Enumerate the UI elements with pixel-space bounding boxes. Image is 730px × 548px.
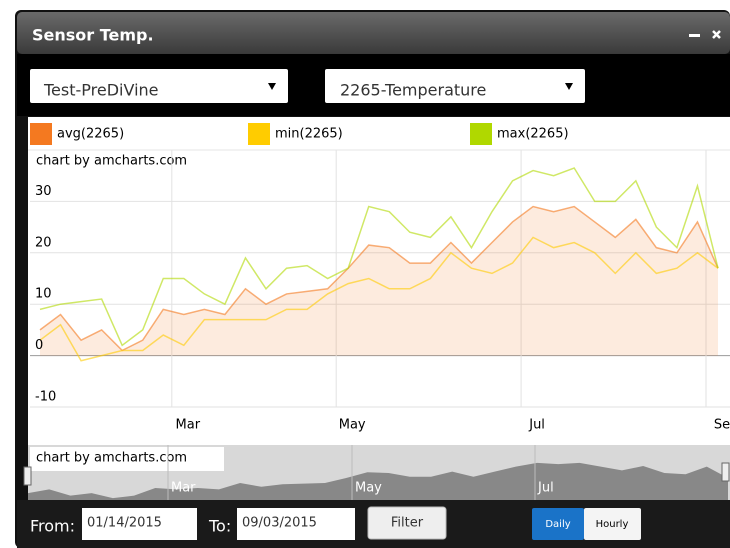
navigator-label: Jul — [537, 481, 554, 496]
navigator-handle[interactable] — [23, 466, 32, 486]
y-tick-label: 20 — [35, 235, 52, 250]
daily-button-text: Daily — [545, 519, 570, 530]
navigator-area — [28, 462, 728, 500]
sensor-select-text: 2265-Temperature — [340, 81, 486, 100]
to-input-text: 09/03/2015 — [242, 516, 317, 531]
title-bar — [17, 12, 730, 54]
credit-box — [30, 150, 220, 174]
hourly-button[interactable] — [584, 508, 641, 540]
to-label: To: — [208, 517, 231, 536]
hourly-button-text: Hourly — [596, 519, 629, 530]
series-line — [39, 236, 719, 362]
dropdown-arrow — [268, 83, 276, 90]
x-tick-label: Se — [714, 418, 730, 433]
y-tick-label: 10 — [35, 287, 52, 302]
to-input[interactable] — [237, 508, 355, 540]
from-label: From: — [30, 517, 75, 536]
x-tick-label: Jul — [528, 418, 545, 433]
navigator-credit: chart by amcharts.com — [36, 451, 187, 466]
close-button[interactable] — [712, 30, 721, 39]
y-tick-label: -10 — [35, 390, 56, 405]
series-line — [39, 205, 719, 352]
plot — [30, 150, 730, 408]
legend-swatch — [248, 123, 270, 145]
navigator-label: May — [355, 481, 382, 496]
series-line — [39, 167, 719, 347]
legend-label: min(2265) — [275, 127, 343, 142]
filter-button[interactable] — [367, 506, 447, 540]
filter-button-text: Filter — [391, 516, 424, 531]
daily-button[interactable] — [532, 508, 584, 540]
window-title: Sensor Temp. — [32, 26, 154, 45]
credit-box — [30, 447, 224, 471]
sensor-select[interactable] — [325, 69, 585, 103]
y-tick-label: 0 — [35, 338, 43, 353]
chart-credit: chart by amcharts.com — [36, 154, 187, 169]
legend-label: max(2265) — [497, 127, 569, 142]
legend-swatch — [30, 123, 52, 145]
minimize-button[interactable] — [689, 34, 700, 37]
y-tick-label: 30 — [35, 184, 52, 199]
area — [40, 206, 718, 356]
dropdown-arrow — [565, 83, 573, 90]
legend-label: avg(2265) — [57, 127, 124, 142]
from-input-text: 01/14/2015 — [87, 516, 162, 531]
x-tick-label: Mar — [176, 418, 201, 433]
navigator-label: Mar — [171, 481, 196, 496]
navigator-handle[interactable] — [721, 462, 730, 482]
legend-swatch — [470, 123, 492, 145]
site-select-text: Test-PreDiVine — [43, 81, 159, 100]
site-select[interactable] — [30, 69, 288, 103]
x-tick-label: May — [339, 418, 366, 433]
from-input[interactable] — [82, 508, 197, 540]
